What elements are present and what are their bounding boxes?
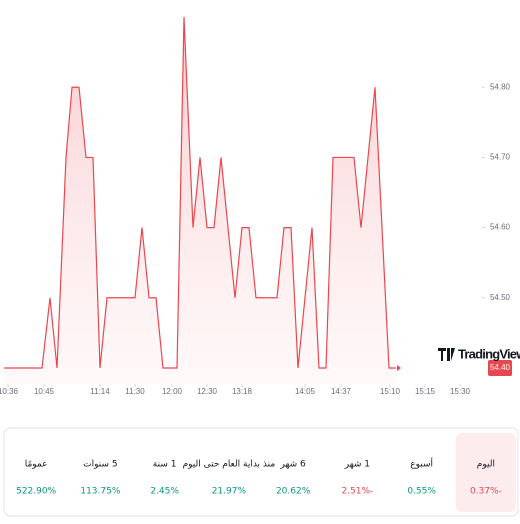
x-tick-label: 12:00 — [162, 387, 183, 396]
y-tick-label: 54.60 — [490, 223, 511, 232]
plot: 10:36 10:45 11:14 11:30 12:00 12:30 13:18 14:05… — [0, 17, 512, 396]
period-change: 21.97% — [212, 487, 247, 497]
price-line — [4, 17, 396, 369]
area-fill — [4, 17, 396, 385]
period-change: 2.51%- — [341, 487, 373, 497]
period-label[interactable]: اليوم — [477, 460, 495, 470]
period-label[interactable]: منذ بداية العام حتى اليوم — [183, 460, 276, 470]
last-marker — [397, 364, 401, 371]
x-tick-label: 10:36 — [0, 387, 19, 396]
period-label[interactable]: أسبوع — [410, 458, 433, 470]
watermark: TradingView — [458, 346, 520, 361]
period-label[interactable]: 1 سنة — [153, 460, 177, 470]
period-label[interactable]: 5 سنوات — [83, 460, 117, 470]
last-price-label: 54.40 — [490, 363, 511, 372]
period-label[interactable]: عمومًا — [25, 460, 48, 470]
x-tick-label: 11:14 — [90, 387, 110, 396]
x-tick-label: 13:18 — [232, 387, 253, 396]
logo: TradingView — [438, 346, 520, 361]
x-tick-label: 15:10 — [380, 387, 401, 396]
period-label[interactable]: 6 شهر — [279, 460, 306, 470]
period-change: 0.37%- — [470, 487, 502, 497]
period-change: 522.90% — [16, 487, 56, 497]
period-change: 113.75% — [80, 487, 120, 497]
x-tick-label: 15:15 — [415, 387, 436, 396]
period-change: 20.62% — [276, 487, 311, 497]
x-tick-label: 14:37 — [331, 387, 352, 396]
y-tick-label: 54.70 — [490, 153, 511, 162]
y-tick-label: 54.50 — [490, 293, 511, 302]
period-label[interactable]: 1 شهر — [344, 460, 370, 470]
logo-icon — [438, 348, 455, 361]
x-tick-label: 14:05 — [295, 387, 316, 396]
x-tick-label: 15:30 — [450, 387, 471, 396]
performance-box — [3, 427, 519, 517]
x-tick-label: 11:30 — [125, 387, 145, 396]
selected-cell[interactable] — [455, 433, 516, 512]
y-tick-label: 54.80 — [490, 82, 511, 91]
period-change: 2.45% — [150, 487, 179, 497]
performance: عمومًا 522.90% 5 سنوات 113.75% 1 سنة 2.45% منذ… — [16, 433, 516, 512]
x-tick-label: 12:30 — [197, 387, 218, 396]
x-tick-label: 10:45 — [34, 387, 55, 396]
last-price-box — [488, 359, 512, 376]
period-change: 0.55% — [407, 487, 436, 497]
